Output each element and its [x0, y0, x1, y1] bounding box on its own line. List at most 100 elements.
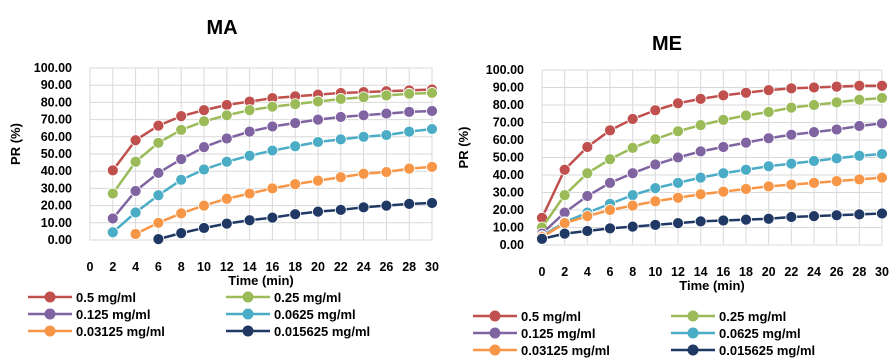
data-point [558, 163, 571, 176]
y-tick-label: 80.00 [493, 98, 524, 112]
data-point [740, 183, 752, 195]
data-point [152, 136, 165, 149]
legend-marker [242, 291, 254, 303]
y-tick-label: 70.00 [493, 116, 524, 130]
x-tick-label: 4 [584, 265, 591, 279]
legend-item: 0.03125 mg/ml [473, 343, 610, 358]
data-point [762, 212, 775, 225]
data-point [380, 129, 393, 141]
x-tick-label: 16 [716, 265, 730, 279]
y-tick-label: 40.00 [41, 164, 72, 178]
data-point [175, 173, 188, 186]
data-point [220, 99, 233, 111]
data-point [403, 87, 416, 100]
data-point [312, 136, 324, 148]
data-point [243, 149, 256, 162]
series-line [540, 96, 883, 229]
legend-marker [489, 327, 501, 339]
x-tick-label: 30 [425, 260, 439, 274]
data-point [649, 218, 662, 231]
legend-label: 0.0625 mg/ml [719, 326, 801, 341]
data-point [175, 207, 188, 220]
series-line [541, 122, 883, 235]
data-point [129, 185, 142, 197]
x-tick-label: 24 [807, 265, 821, 279]
series-0 [536, 79, 888, 224]
legend-marker [44, 325, 56, 337]
x-tick-label: 22 [334, 260, 348, 274]
data-point [853, 79, 866, 92]
data-point [649, 158, 662, 171]
data-point [649, 104, 662, 117]
data-point [106, 164, 119, 177]
data-point [426, 197, 438, 209]
legend: 0.5 mg/ml 0.25 mg/ml 0.125 mg/ml 0.0625 mg/… [473, 309, 815, 358]
data-point [785, 211, 798, 223]
y-tick-label: 30.00 [493, 186, 524, 200]
legend-label: 0.03125 mg/ml [521, 343, 610, 358]
data-point [289, 178, 302, 191]
x-tick-label: 10 [648, 265, 662, 279]
data-point [380, 89, 393, 102]
data-point [129, 134, 142, 147]
chart-title: MA [206, 17, 237, 39]
data-point [762, 84, 775, 97]
y-tick-label: 0.00 [48, 233, 72, 247]
series-line [541, 176, 883, 239]
data-point [830, 209, 843, 222]
data-point [220, 192, 233, 205]
x-tick-label: 28 [402, 260, 416, 274]
data-point [312, 95, 324, 108]
data-point [558, 189, 571, 202]
legend-item: 0.5 mg/ml [28, 290, 136, 305]
y-tick-label: 90.00 [493, 81, 524, 95]
y-tick-label: 0.00 [500, 238, 524, 252]
legend-label: 0.125 mg/ml [76, 307, 150, 322]
legend-marker [489, 344, 501, 356]
data-point [357, 201, 370, 214]
data-point [558, 227, 571, 240]
y-tick-label: 100.00 [34, 61, 72, 75]
data-point [626, 199, 639, 212]
data-point [694, 119, 707, 132]
data-point [426, 87, 438, 99]
x-tick-label: 30 [875, 265, 889, 279]
x-tick-label: 10 [197, 260, 211, 274]
data-point [853, 149, 866, 162]
legend-item: 0.125 mg/ml [473, 326, 595, 341]
data-point [830, 152, 843, 165]
data-point [717, 167, 730, 180]
data-point [785, 157, 798, 170]
legend-label: 0.125 mg/ml [521, 326, 595, 341]
data-point [694, 92, 707, 105]
y-tick-label: 80.00 [41, 95, 72, 109]
x-axis-label: Time (min) [679, 278, 745, 293]
data-point [830, 123, 843, 136]
data-point [334, 93, 347, 105]
data-point [762, 180, 775, 193]
data-point [266, 100, 279, 113]
y-tick-label: 20.00 [493, 203, 524, 217]
data-point [672, 191, 684, 204]
data-point [672, 176, 684, 189]
data-point [762, 106, 775, 118]
data-point [380, 107, 393, 120]
data-point [740, 213, 752, 226]
data-point [334, 133, 347, 146]
data-point [266, 182, 279, 195]
data-point [266, 144, 279, 157]
data-point [581, 141, 594, 153]
data-point [694, 188, 707, 201]
x-tick-label: 24 [357, 260, 371, 274]
data-point [830, 80, 843, 93]
data-point [106, 212, 119, 225]
data-point [740, 136, 752, 149]
series-1 [106, 87, 438, 200]
data-point [426, 160, 438, 173]
data-point [876, 148, 888, 160]
data-point [672, 97, 684, 110]
data-point [220, 109, 233, 122]
x-tick-label: 28 [852, 265, 866, 279]
data-point [626, 220, 639, 233]
x-tick-label: 12 [220, 260, 234, 274]
